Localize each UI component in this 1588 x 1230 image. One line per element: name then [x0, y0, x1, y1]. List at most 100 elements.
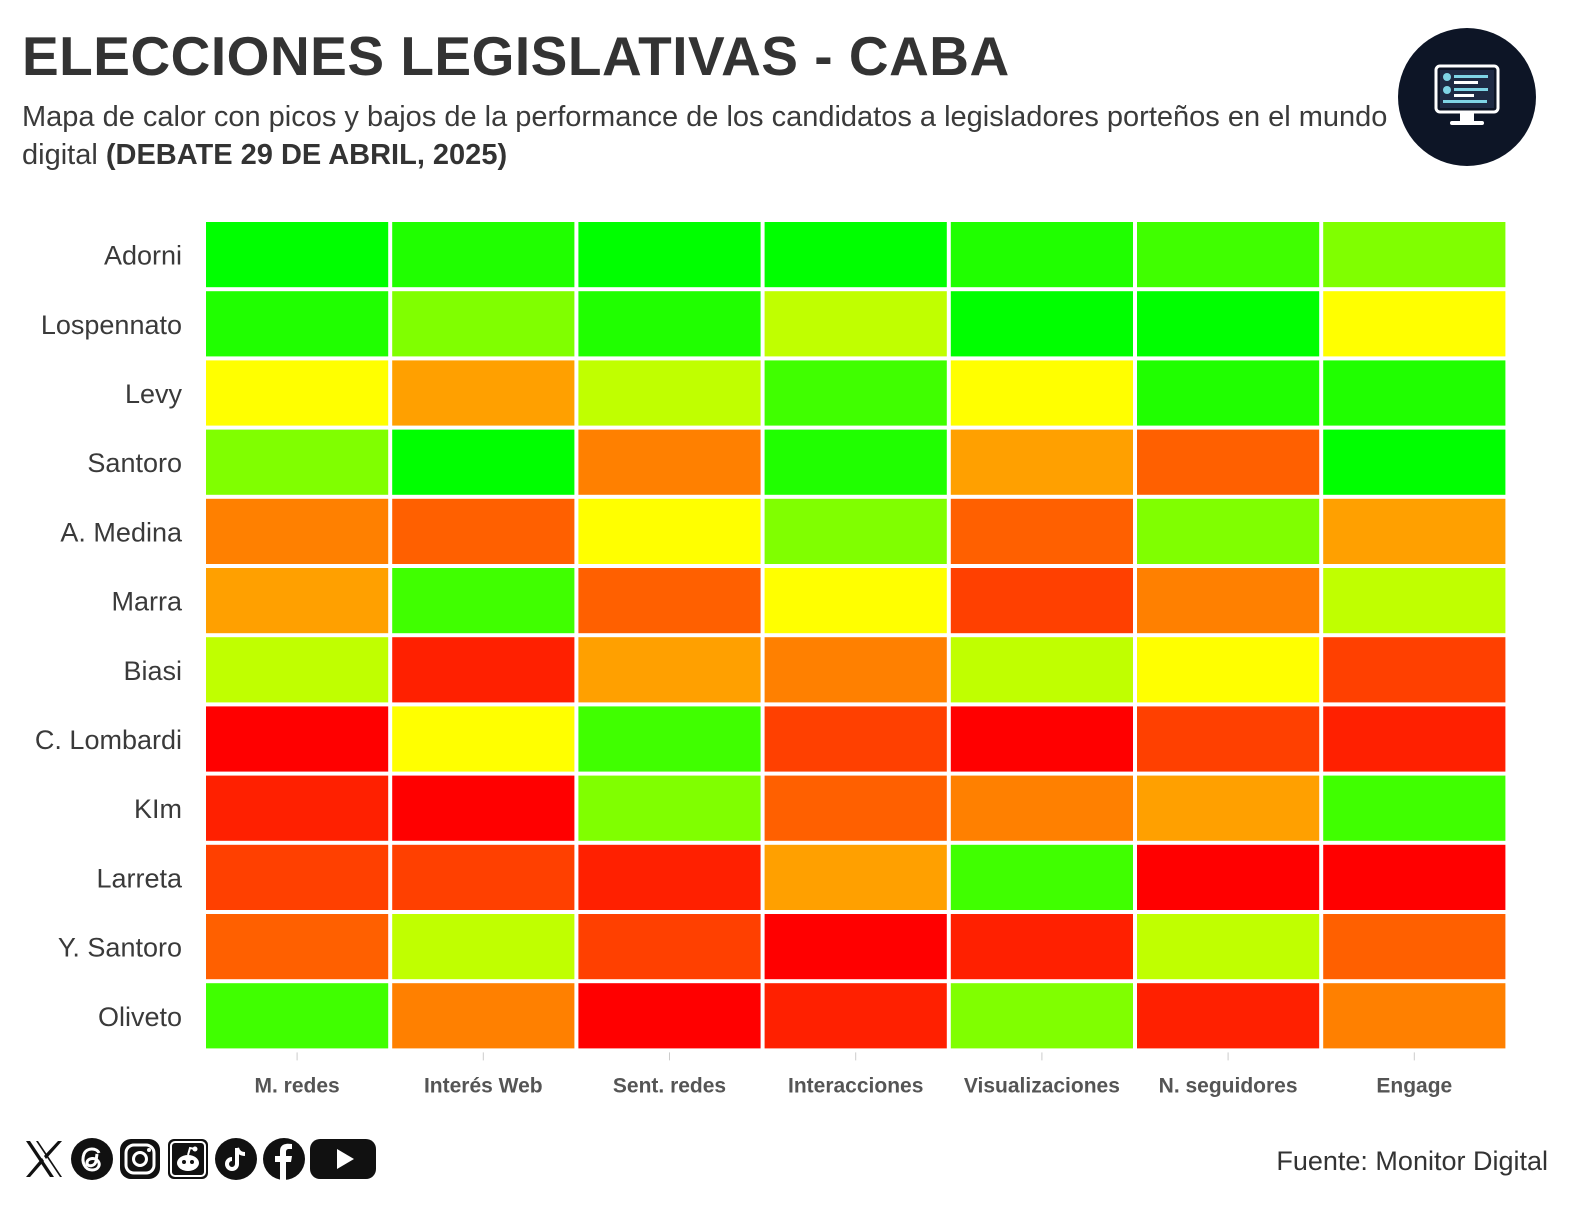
heatmap-cell: [392, 844, 575, 910]
heatmap-cell: [206, 429, 389, 495]
heatmap-cell: [578, 844, 761, 910]
monitor-digital-logo: [1398, 28, 1536, 166]
x-axis-label: N. seguidores: [1159, 1074, 1298, 1097]
x-axis-label: Engage: [1376, 1074, 1452, 1097]
heatmap-cell: [1323, 983, 1506, 1049]
heatmap-cell: [1137, 844, 1320, 910]
heatmap-cell: [578, 429, 761, 495]
y-axis-label: KIm: [134, 794, 182, 824]
heatmap-cell: [764, 637, 947, 703]
y-axis-label: C. Lombardi: [35, 725, 182, 755]
heatmap-cell: [950, 844, 1133, 910]
x-axis-label: Visualizaciones: [964, 1074, 1120, 1097]
heatmap-cell: [206, 568, 389, 634]
x-axis-label: M. redes: [254, 1074, 339, 1097]
y-axis-label: Levy: [125, 379, 183, 409]
heatmap-cell: [1323, 844, 1506, 910]
heatmap-chart: Adorni Lospennato Levy Santoro A. Medina Marr…: [35, 222, 1506, 1097]
chart-title: ELECCIONES LEGISLATIVAS - CABA: [22, 25, 1010, 87]
y-axis-label: Adorni: [104, 241, 182, 271]
heatmap-cell: [1137, 914, 1320, 980]
heatmap-cell: [578, 983, 761, 1049]
heatmap-cell: [206, 222, 389, 288]
tiktok-icon[interactable]: [214, 1137, 258, 1186]
heatmap-cell: [578, 222, 761, 288]
heatmap-cell: [392, 360, 575, 426]
heatmap-cell: [578, 914, 761, 980]
heatmap-cell: [950, 775, 1133, 841]
heatmap-cell: [1323, 291, 1506, 357]
youtube-icon[interactable]: [310, 1137, 376, 1186]
heatmap-cell: [1137, 706, 1320, 772]
y-axis-label: Y. Santoro: [58, 933, 182, 963]
x-axis-label: Interés Web: [424, 1074, 543, 1097]
heatmap-cell: [764, 360, 947, 426]
reddit-icon[interactable]: [166, 1137, 210, 1186]
heatmap-cell: [950, 637, 1133, 703]
heatmap-cell: [206, 775, 389, 841]
heatmap-cell: [392, 429, 575, 495]
heatmap-cell: [392, 498, 575, 564]
y-axis-label: Marra: [111, 587, 182, 617]
heatmap-cell: [764, 291, 947, 357]
y-axis-label: Larreta: [96, 863, 183, 893]
heatmap-cell: [392, 706, 575, 772]
instagram-icon[interactable]: [118, 1137, 162, 1186]
heatmap-cell: [764, 914, 947, 980]
heatmap-cell: [206, 706, 389, 772]
heatmap-cell: [1323, 775, 1506, 841]
heatmap-cell: [950, 914, 1133, 980]
heatmap-cell: [392, 222, 575, 288]
y-axis-label: Oliveto: [98, 1002, 182, 1032]
heatmap-cell: [950, 706, 1133, 772]
heatmap-cell: [950, 291, 1133, 357]
heatmap-cell: [764, 775, 947, 841]
x-icon[interactable]: [22, 1137, 66, 1186]
heatmap-cell: [392, 775, 575, 841]
heatmap-cell: [206, 360, 389, 426]
heatmap-cell: [392, 914, 575, 980]
heatmap-cell: [578, 706, 761, 772]
heatmap-cell: [578, 775, 761, 841]
heatmap-cell: [1323, 914, 1506, 980]
monitor-dashboard-icon: [1434, 64, 1500, 125]
heatmap-cell: [1323, 568, 1506, 634]
heatmap-cell: [578, 637, 761, 703]
heatmap-cell: [206, 498, 389, 564]
x-axis-label: Sent. redes: [613, 1074, 726, 1097]
facebook-icon[interactable]: [262, 1137, 306, 1186]
heatmap-cell: [392, 983, 575, 1049]
heatmap-cell: [764, 706, 947, 772]
y-axis-label: Lospennato: [41, 310, 182, 340]
heatmap-cell: [764, 429, 947, 495]
heatmap-cell: [206, 291, 389, 357]
heatmap-cell: [392, 291, 575, 357]
heatmap-cell: [578, 568, 761, 634]
heatmap-cell: [1323, 222, 1506, 288]
y-axis-label: A. Medina: [60, 517, 183, 547]
heatmap-cell: [950, 983, 1133, 1049]
heatmap-cell: [764, 568, 947, 634]
heatmap-cell: [1137, 568, 1320, 634]
chart-subtitle: Mapa de calor con picos y bajos de la pe…: [22, 98, 1402, 174]
heatmap-cell: [578, 291, 761, 357]
heatmap-cell: [578, 498, 761, 564]
heatmap-cell: [1137, 637, 1320, 703]
heatmap-cell: [764, 498, 947, 564]
heatmap-cell: [392, 637, 575, 703]
heatmap-cell: [950, 498, 1133, 564]
heatmap-cell: [764, 222, 947, 288]
x-axis-label: Interacciones: [788, 1074, 923, 1097]
subtitle-text: Mapa de calor con picos y bajos de la pe…: [22, 101, 1388, 171]
threads-icon[interactable]: [70, 1137, 114, 1186]
heatmap-cell: [392, 568, 575, 634]
heatmap-cell: [1137, 775, 1320, 841]
heatmap-cell: [950, 222, 1133, 288]
heatmap-cell: [1137, 498, 1320, 564]
heatmap-cell: [206, 983, 389, 1049]
heatmap-cell: [1137, 222, 1320, 288]
heatmap-cell: [1323, 706, 1506, 772]
heatmap-cell: [1137, 429, 1320, 495]
heatmap-cell: [950, 360, 1133, 426]
heatmap-cell: [206, 914, 389, 980]
